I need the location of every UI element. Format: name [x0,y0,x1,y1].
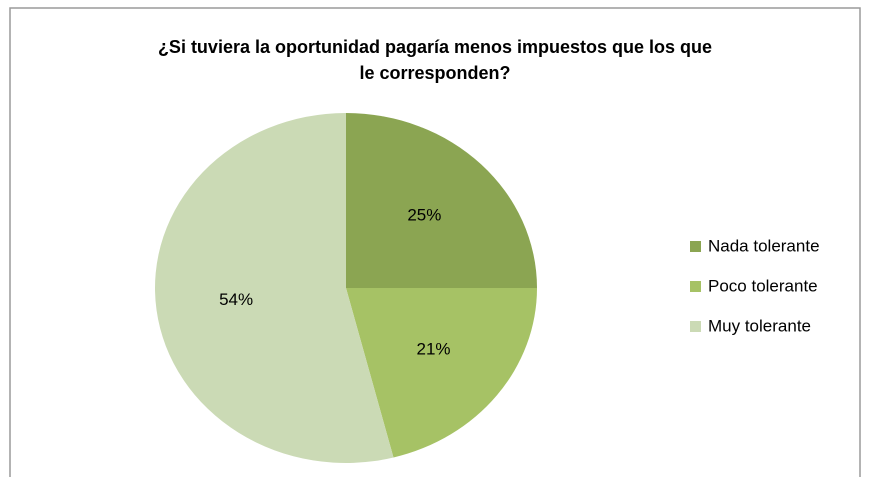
data-label: 54% [219,290,253,309]
legend-swatch [690,241,701,252]
legend-swatch [690,281,701,292]
chart-frame [9,7,861,477]
chart-title: ¿Si tuviera la oportunidad pagaría menos… [157,37,713,83]
legend-label: Nada tolerante [708,236,820,255]
legend-label: Muy tolerante [708,316,811,335]
pie-slice [154,113,394,463]
legend-label: Poco tolerante [708,276,818,295]
pie-slice [346,113,537,288]
data-label: 21% [417,340,451,359]
pie-slice [346,288,537,458]
data-label: 25% [407,206,441,225]
legend-swatch [690,321,701,332]
